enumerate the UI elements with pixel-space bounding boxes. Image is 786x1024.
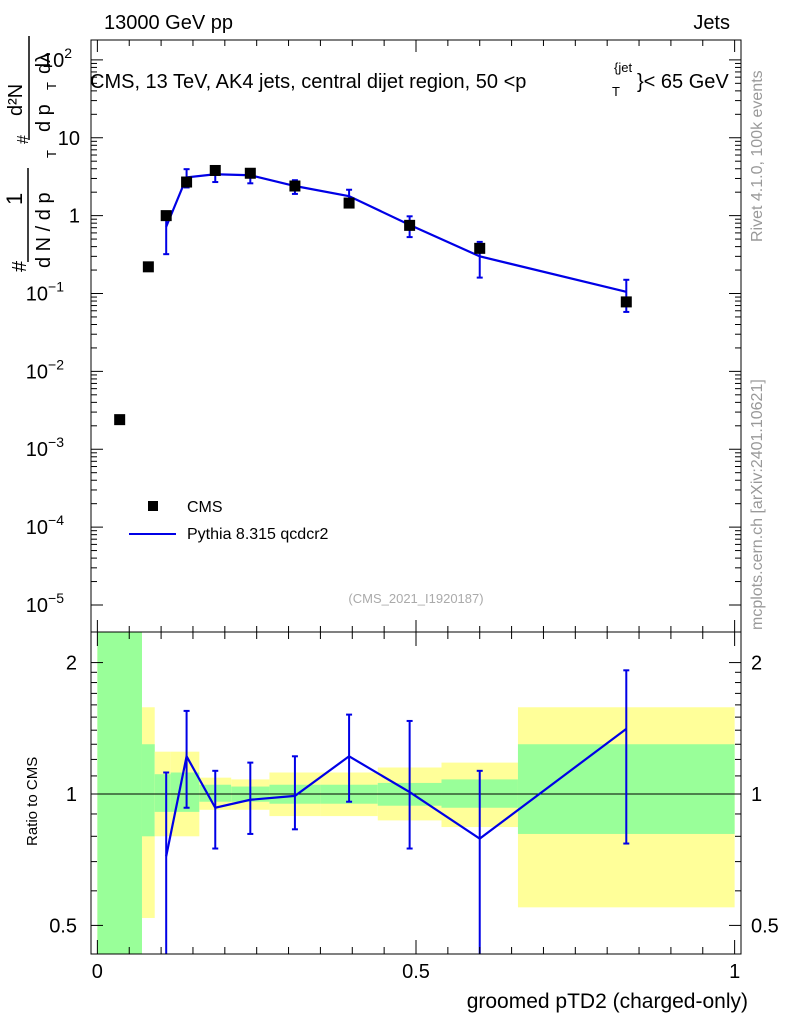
- legend: CMS Pythia 8.315 qcdcr2: [129, 499, 329, 543]
- ratio-y-ticks: 0.5 0.5 1 1 2 2: [49, 653, 779, 938]
- inner-uncertainty-band: [141, 744, 155, 837]
- ratio-y-tick-label-left: 1: [66, 784, 77, 806]
- ratio-x-tick-label: 0: [92, 961, 103, 983]
- cms-data-point: [474, 242, 486, 254]
- ratio-y-tick-label-right: 2: [751, 653, 762, 675]
- y-label-d2n: d²N: [5, 84, 27, 116]
- plot-title-sub: T: [612, 84, 620, 99]
- y-label-one: 1: [2, 193, 27, 205]
- y-label-t2: T: [44, 82, 59, 90]
- ratio-y-tick-label-left: 0.5: [49, 915, 77, 937]
- ratio-series-line: [165, 727, 627, 857]
- main-y-tick-exponent: −1: [48, 278, 64, 294]
- legend-label-pythia: Pythia 8.315 qcdcr2: [187, 526, 329, 543]
- x-axis-label: groomed pTD2 (charged-only): [467, 990, 748, 1013]
- mc-series-line: [165, 173, 627, 293]
- cms-data-point: [160, 210, 172, 222]
- inner-uncertainty-band: [170, 772, 200, 812]
- main-y-tick-exponent: −4: [48, 512, 64, 528]
- cms-data-point: [404, 219, 416, 231]
- plot-title-suffix: }< 65 GeV: [637, 71, 729, 93]
- ratio-y-tick-label-left: 2: [66, 653, 77, 675]
- inner-uncertainty-band: [154, 774, 171, 812]
- main-y-tick-label: 10−1: [26, 278, 64, 305]
- y-label-den: d p: [33, 104, 55, 132]
- plot-title-prefix: CMS, 13 TeV, AK4 jets, central dijet reg…: [90, 71, 526, 93]
- main-y-tick-label: 10−4: [26, 512, 64, 539]
- cms-data-point: [289, 180, 301, 192]
- y-label-hash1: #: [9, 260, 31, 272]
- cms-data-point: [343, 197, 355, 209]
- main-y-tick-label: 10−5: [26, 590, 64, 617]
- cms-data-point: [181, 176, 193, 188]
- main-plot-frame: [90, 39, 742, 633]
- y-label-t1: T: [44, 150, 59, 158]
- inner-uncertainty-band: [97, 632, 142, 954]
- ratio-x-ticks: 0 0.5 1: [92, 632, 740, 983]
- y-label-dl: dλ: [33, 53, 55, 74]
- plot-title: CMS, 13 TeV, AK4 jets, central dijet reg…: [90, 71, 526, 93]
- main-y-axis-label: # 1 d N / d p T # d²N d p T dλ #: [2, 36, 59, 272]
- main-y-tick-label: 1: [69, 206, 80, 228]
- cms-data-point: [244, 167, 256, 179]
- main-y-tick-exponent: 2: [64, 45, 72, 61]
- main-y-tick-label: 10−2: [26, 356, 64, 383]
- main-y-tick-exponent: −2: [48, 356, 64, 372]
- ratio-y-tick-label-right: 0.5: [751, 915, 779, 937]
- ratio-y-axis-label: Ratio to CMS: [24, 757, 41, 846]
- ratio-data-layer: [163, 669, 630, 954]
- main-y-tick-label: 10−3: [26, 434, 64, 461]
- y-label-hash2: #: [15, 135, 32, 144]
- category-label: Jets: [693, 12, 730, 34]
- ratio-x-tick-label: 1: [729, 961, 740, 983]
- ratio-plot-panel: 0.5 0.51 12 2 0 0.5 1 Ratio to CMS groomed pT…: [24, 631, 779, 1013]
- legend-marker-cms: [148, 501, 158, 511]
- cms-data-point: [209, 164, 221, 176]
- cms-data-point: [142, 261, 154, 273]
- analysis-watermark: (CMS_2021_I1920187): [348, 591, 483, 606]
- main-y-tick-exponent: −5: [48, 590, 64, 606]
- ratio-y-tick-label-right: 1: [751, 784, 762, 806]
- cms-data-point: [620, 296, 632, 308]
- rivet-version-label: Rivet 4.1.0, 100k events: [749, 70, 766, 242]
- main-data-layer: [114, 164, 632, 426]
- y-label-dn: d N / d p: [33, 192, 55, 268]
- cms-data-point: [114, 414, 126, 426]
- energy-label: 13000 GeV pp: [104, 12, 233, 34]
- legend-label-cms: CMS: [187, 499, 223, 516]
- main-y-tick-label: 10: [58, 128, 80, 150]
- plot-title-sup: {jet: [614, 60, 632, 75]
- uncertainty-bands: [97, 632, 735, 954]
- ratio-x-tick-label: 0.5: [402, 961, 430, 983]
- main-y-tick-exponent: −3: [48, 434, 64, 450]
- mcplots-label: mcplots.cern.ch [arXiv:2401.10621]: [749, 379, 766, 630]
